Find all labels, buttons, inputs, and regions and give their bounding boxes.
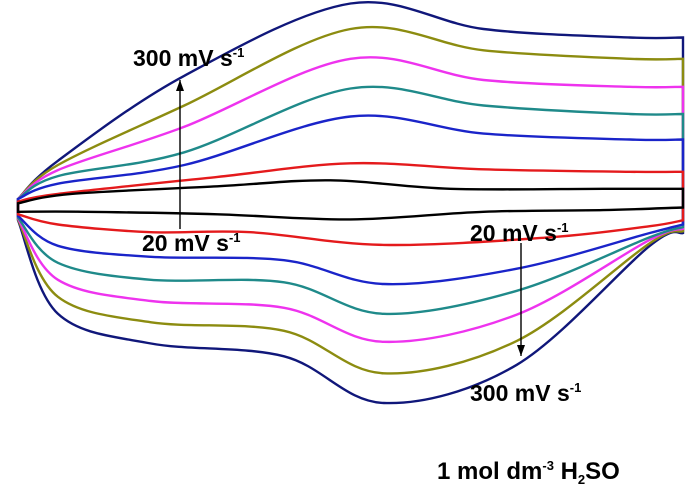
arrow-down-head — [517, 345, 525, 356]
label-20-left: 20 mV s-1 — [142, 230, 241, 256]
electrolyte-label: 1 mol dm-3 H2SO — [437, 458, 620, 487]
cv-loop-5 — [16, 25, 685, 375]
cv-curves — [16, 1, 685, 405]
cv-loop-2 — [16, 114, 685, 286]
cv-loop-3 — [16, 85, 685, 316]
label-300-lower: 300 mV s-1 — [470, 380, 582, 406]
scan-rate-arrows — [176, 80, 525, 356]
cv-loop-6 — [16, 1, 685, 405]
cv-loop-4 — [16, 56, 685, 344]
label-20-right: 20 mV s-1 — [470, 220, 569, 246]
cv-loop-1 — [16, 161, 685, 247]
arrow-up-head — [176, 80, 184, 91]
cv-loop-0 — [16, 179, 685, 221]
label-300-upper: 300 mV s-1 — [133, 45, 245, 71]
